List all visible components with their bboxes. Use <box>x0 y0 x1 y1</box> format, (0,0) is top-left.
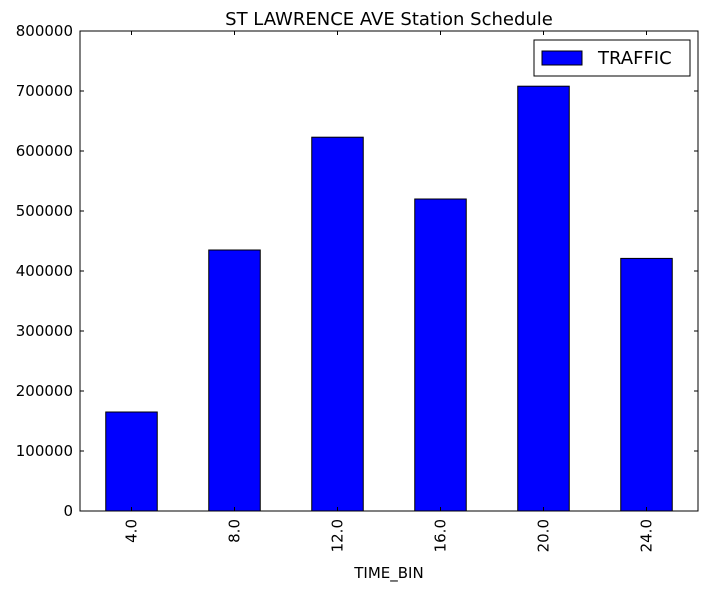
y-tick-label: 100000 <box>16 442 73 460</box>
bars-layer <box>105 85 673 512</box>
plot-frame <box>79 30 699 512</box>
y-axis: 0 100000 200000 300000 400000 500000 600000 700… <box>16 22 698 520</box>
x-tick-label: 8.0 <box>226 519 244 543</box>
y-tick-label: 600000 <box>16 142 73 160</box>
x-tick-label: 16.0 <box>432 519 450 552</box>
bar-20.0 <box>517 85 570 512</box>
chart-title: ST LAWRENCE AVE Station Schedule <box>225 9 553 30</box>
y-tick-label: 700000 <box>16 82 73 100</box>
legend-box <box>533 39 691 77</box>
x-tick-label: 12.0 <box>329 519 347 552</box>
bar-8.0 <box>208 249 261 512</box>
bar-16.0 <box>414 198 467 512</box>
legend-swatch <box>541 50 583 66</box>
x-axis: 4.0 8.0 12.0 16.0 20.0 24.0 <box>123 31 656 552</box>
x-tick-label: 24.0 <box>638 519 656 552</box>
y-tick-label: 0 <box>63 502 73 520</box>
x-tick-label: 20.0 <box>535 519 553 552</box>
y-tick-label: 400000 <box>16 262 73 280</box>
bar-12.0 <box>311 136 364 512</box>
y-tick-label: 300000 <box>16 322 73 340</box>
bar-4.0 <box>105 411 158 512</box>
legend-label: TRAFFIC <box>597 48 672 69</box>
y-tick-label: 800000 <box>16 22 73 40</box>
y-tick-label: 500000 <box>16 202 73 220</box>
legend: TRAFFIC <box>533 39 691 77</box>
bar-24.0 <box>620 257 673 512</box>
y-tick-label: 200000 <box>16 382 73 400</box>
x-axis-title: TIME_BIN <box>353 564 423 583</box>
x-tick-label: 4.0 <box>123 519 141 543</box>
